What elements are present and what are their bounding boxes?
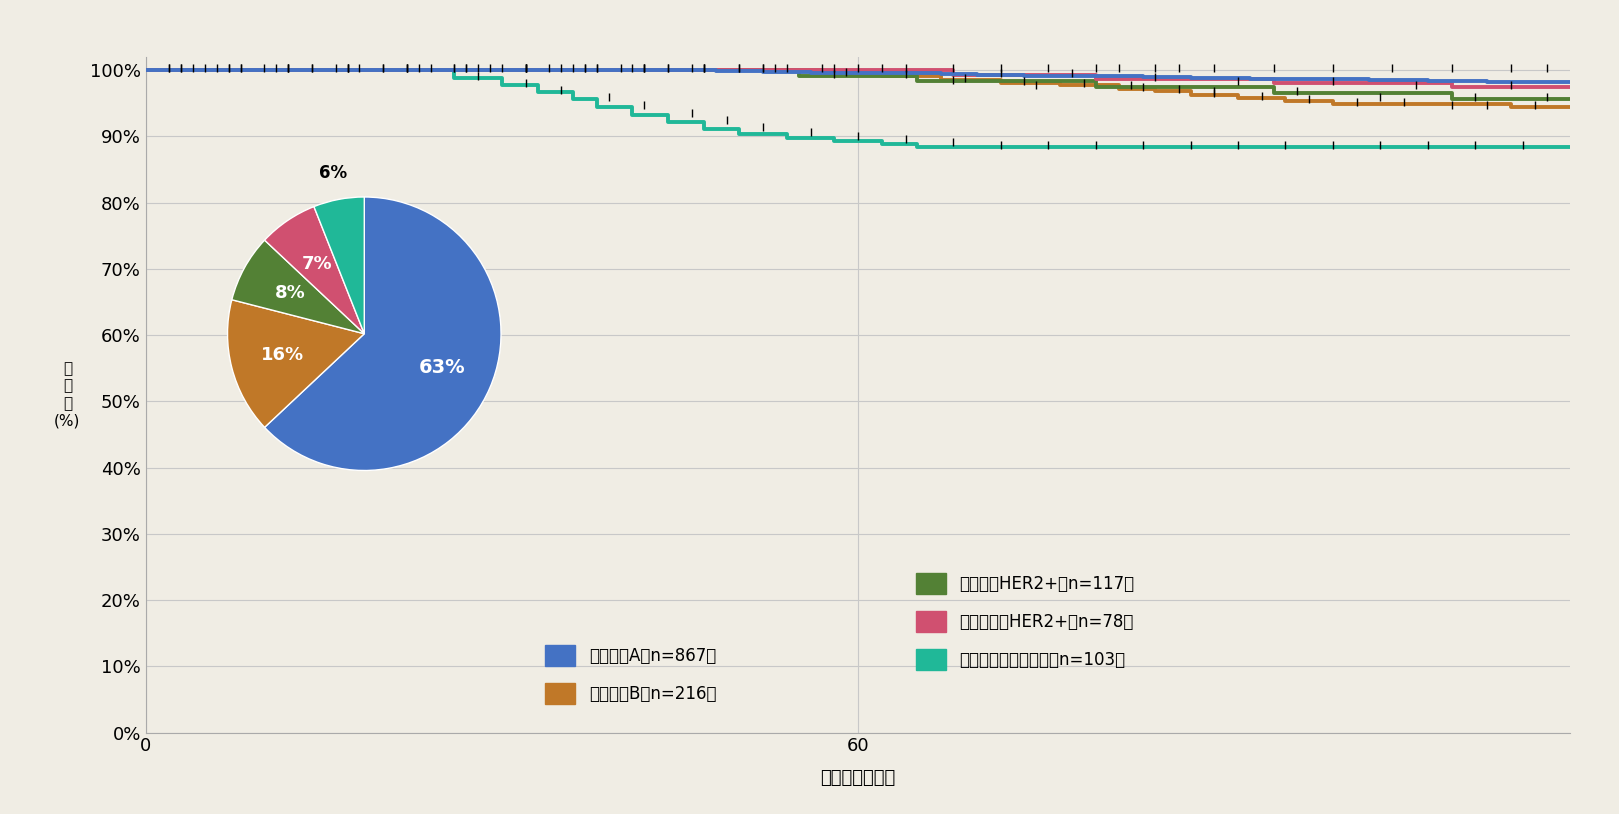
Legend: ルミナルHER2+（n=117）, 非ルミナルHER2+（n=78）, トリプルネガティブ（n=103）: ルミナルHER2+（n=117）, 非ルミナルHER2+（n=78）, トリプル… [910,566,1141,677]
Text: 8%: 8% [275,284,306,302]
Wedge shape [264,207,364,334]
Text: 6%: 6% [319,164,348,182]
X-axis label: 生存期間（月）: 生存期間（月） [821,769,895,787]
Text: 16%: 16% [261,346,304,364]
Wedge shape [228,300,364,427]
Wedge shape [314,197,364,334]
Y-axis label: 生
存
率
(%): 生 存 率 (%) [53,361,81,428]
Text: 7%: 7% [301,255,332,273]
Wedge shape [264,197,500,470]
Text: 63%: 63% [419,358,465,377]
Wedge shape [232,240,364,334]
